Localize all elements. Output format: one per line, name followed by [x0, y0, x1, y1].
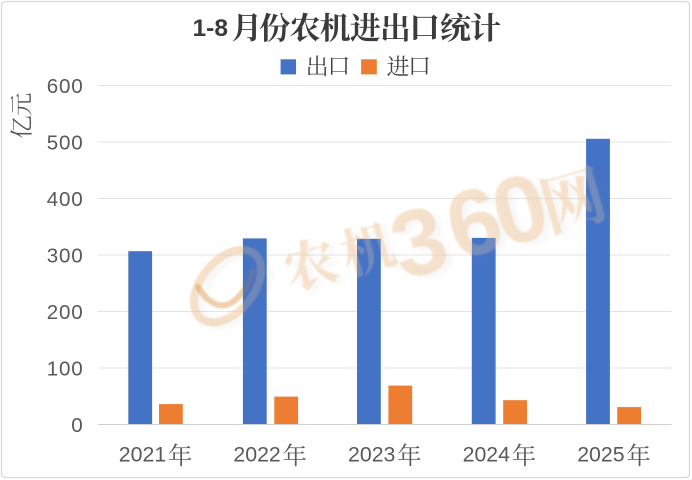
svg-text:200: 200: [47, 301, 84, 324]
svg-text:2023: 2023: [348, 443, 395, 467]
svg-text:2022: 2022: [233, 443, 280, 467]
svg-text:100: 100: [47, 357, 84, 380]
svg-text:300: 300: [47, 244, 84, 267]
svg-text:2024: 2024: [463, 443, 511, 467]
svg-text:2025: 2025: [577, 443, 624, 467]
svg-text:400: 400: [47, 188, 84, 211]
svg-text:600: 600: [47, 75, 84, 98]
svg-text:0: 0: [71, 414, 83, 437]
svg-text:500: 500: [47, 131, 84, 154]
svg-text:1-8: 1-8: [193, 15, 229, 42]
svg-text:2021: 2021: [119, 443, 166, 467]
